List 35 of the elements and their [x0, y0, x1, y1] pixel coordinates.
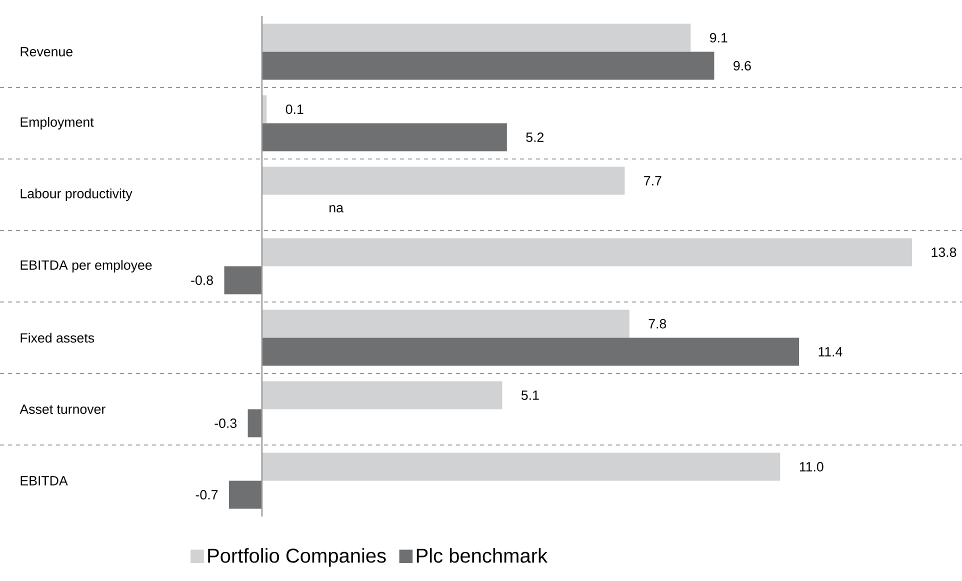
data-label: 7.7: [644, 176, 662, 186]
y-tick-label: Employment: [20, 117, 94, 130]
bar: [262, 452, 780, 481]
data-label: 7.8: [648, 319, 666, 328]
bar: [262, 52, 714, 80]
data-label: -0.8: [191, 276, 213, 285]
data-label: -0.7: [196, 490, 218, 500]
y-tick-label: EBITDA: [20, 476, 68, 486]
bar: [262, 310, 630, 338]
legend-label: Plc benchmark: [416, 548, 548, 563]
data-label: 11.4: [818, 347, 842, 356]
y-tick-label: Fixed assets: [20, 332, 94, 343]
bar: [262, 238, 912, 266]
data-label: 0.1: [286, 104, 304, 114]
data-label: 5.2: [526, 132, 544, 142]
data-label: 5.1: [521, 390, 539, 400]
bar: [262, 166, 625, 195]
bar: [262, 24, 691, 52]
text: na: [330, 205, 344, 212]
bar: [248, 409, 262, 438]
data-label: 9.6: [734, 61, 751, 70]
data-label: -0.3: [214, 418, 237, 428]
bar: [262, 338, 800, 366]
data-label: 11.0: [800, 462, 824, 472]
y-tick-label: Revenue: [20, 47, 72, 56]
bar: [262, 123, 507, 152]
data-label: 9.1: [710, 33, 728, 42]
bar: [224, 266, 262, 294]
y-tick-label: EBITDA per employee: [20, 260, 152, 272]
bar: [262, 381, 502, 410]
y-tick-label: Labour productivity: [20, 188, 132, 201]
data-label: 13.8: [932, 248, 956, 257]
y-tick-label: Asset turnover: [20, 404, 106, 414]
legend-label: Portfolio Companies: [208, 548, 386, 567]
bar: [228, 480, 262, 509]
